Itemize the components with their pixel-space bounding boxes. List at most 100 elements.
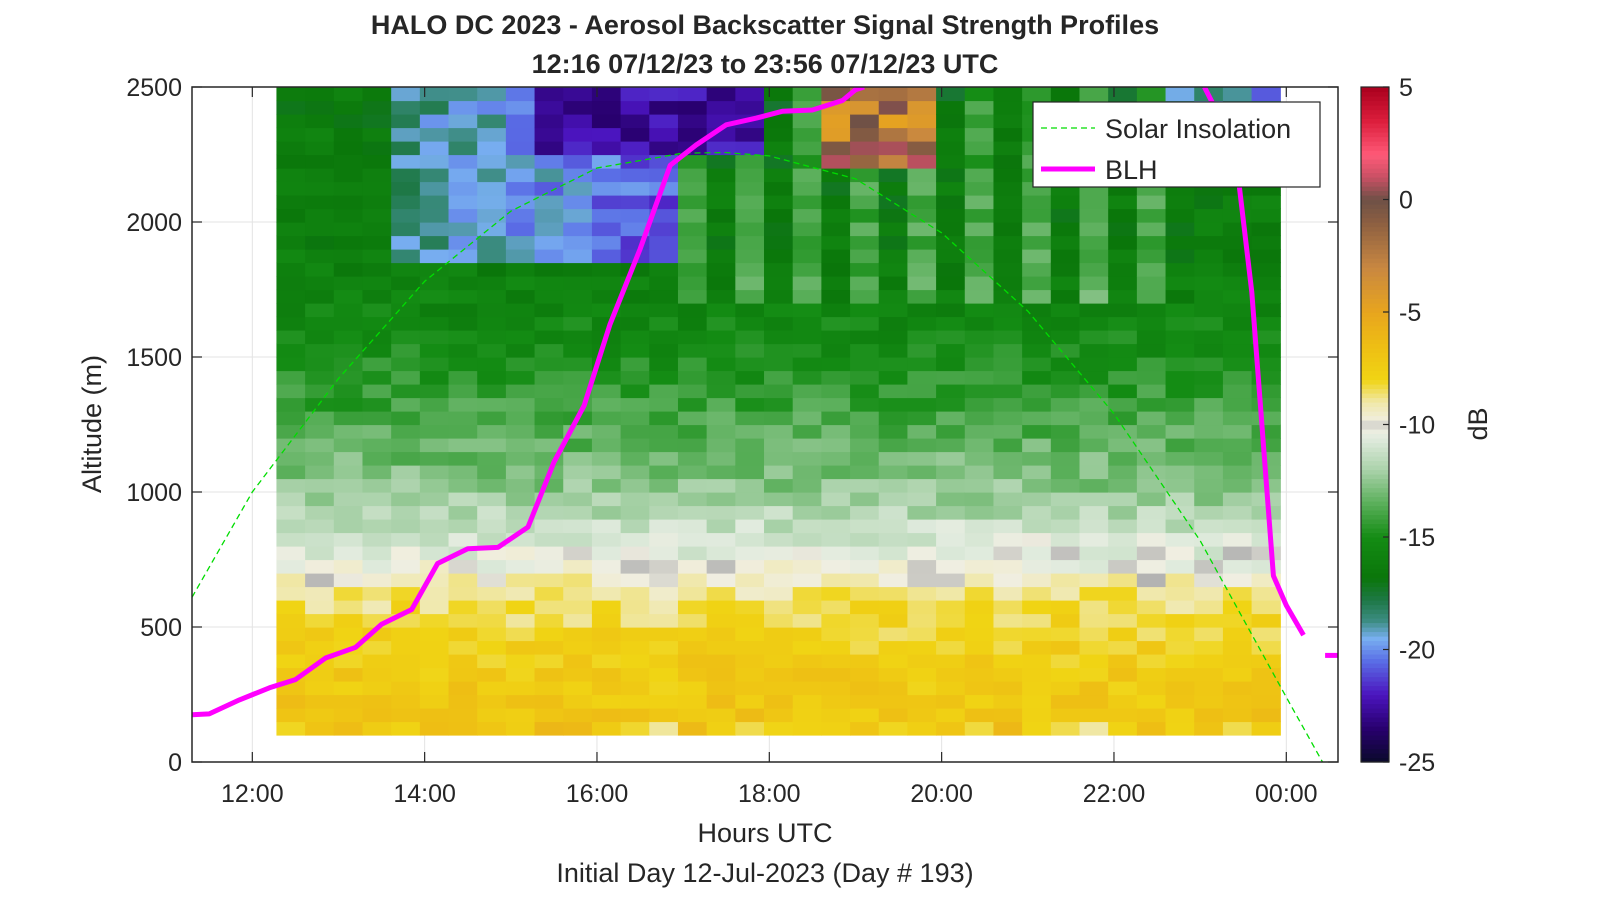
heatmap-cell — [563, 600, 593, 615]
heatmap-cell — [534, 87, 564, 102]
heatmap-cell — [276, 451, 306, 466]
heatmap-cell — [792, 627, 822, 642]
heatmap-cell — [591, 235, 622, 250]
heatmap-cell — [649, 100, 679, 115]
heatmap-cell — [936, 667, 966, 682]
heatmap-cell — [563, 181, 593, 196]
heatmap-cell — [1079, 438, 1109, 453]
heatmap-cell — [1222, 465, 1253, 480]
heatmap-cell — [878, 303, 909, 318]
heatmap-cell — [677, 181, 708, 196]
heatmap-cell — [419, 478, 450, 493]
heatmap-cell — [677, 478, 708, 493]
heatmap-cell — [964, 100, 995, 115]
heatmap-cell — [333, 249, 364, 264]
heatmap-cell — [620, 478, 650, 493]
heatmap-cell — [878, 330, 909, 345]
heatmap-cell — [792, 235, 822, 250]
heatmap-cell — [591, 667, 622, 682]
heatmap-cell — [1251, 249, 1281, 264]
heatmap-cell — [735, 586, 765, 601]
heatmap-cell — [563, 721, 593, 736]
heatmap-cell — [1022, 532, 1052, 547]
heatmap-cell — [1050, 721, 1081, 736]
colorbar-segment — [1361, 483, 1389, 489]
heatmap-cell — [534, 168, 564, 183]
heatmap-cell — [993, 154, 1023, 169]
heatmap-cell — [505, 384, 536, 399]
heatmap-cell — [1022, 438, 1052, 453]
heatmap-cell — [1165, 330, 1195, 345]
heatmap-cell — [821, 492, 851, 507]
heatmap-cell — [305, 208, 335, 223]
heatmap-cell — [907, 667, 937, 682]
colorbar-segment — [1361, 469, 1389, 475]
heatmap-cell — [936, 235, 966, 250]
heatmap-cell — [821, 411, 851, 426]
heatmap-cell — [620, 573, 650, 588]
heatmap-cell — [620, 370, 650, 385]
heatmap-cell — [1022, 586, 1052, 601]
heatmap-cell — [362, 667, 392, 682]
heatmap-cell — [563, 87, 593, 102]
heatmap-cell — [391, 397, 421, 412]
heatmap-cell — [563, 546, 593, 561]
colorbar-segment — [1361, 568, 1389, 574]
heatmap-cell — [333, 465, 364, 480]
heatmap-cell — [792, 519, 822, 534]
heatmap-cell — [1136, 505, 1167, 520]
heatmap-cell — [362, 559, 392, 574]
colorbar-segment — [1361, 244, 1389, 250]
heatmap-cell — [1108, 694, 1138, 709]
heatmap-cell — [1222, 573, 1253, 588]
heatmap-cell — [936, 708, 966, 723]
heatmap-cell — [677, 424, 708, 439]
heatmap-cell — [391, 411, 421, 426]
heatmap-cell — [1050, 559, 1081, 574]
heatmap-cell — [505, 613, 536, 628]
heatmap-cell — [850, 235, 880, 250]
x-axis-label: Hours UTC — [697, 818, 832, 848]
colorbar-segment — [1361, 622, 1389, 628]
heatmap-cell — [1108, 667, 1138, 682]
heatmap-cell — [391, 465, 421, 480]
heatmap-cell — [964, 667, 995, 682]
heatmap-cell — [1165, 316, 1195, 331]
heatmap-cell — [419, 451, 450, 466]
heatmap-cell — [333, 357, 364, 372]
colorbar-segment — [1361, 663, 1389, 669]
heatmap-cell — [591, 654, 622, 669]
heatmap-cell — [677, 276, 708, 291]
heatmap-cell — [735, 559, 765, 574]
heatmap-cell — [1050, 384, 1081, 399]
heatmap-cell — [591, 411, 622, 426]
heatmap-cell — [735, 316, 765, 331]
colorbar-segment — [1361, 496, 1389, 502]
legend-box — [1032, 101, 1321, 188]
heatmap-cell — [563, 708, 593, 723]
heatmap-cell — [850, 492, 880, 507]
heatmap-cell — [735, 276, 765, 291]
heatmap-cell — [706, 411, 736, 426]
heatmap-cell — [993, 451, 1023, 466]
heatmap-cell — [1136, 694, 1167, 709]
heatmap-cell — [620, 397, 650, 412]
heatmap-cell — [391, 370, 421, 385]
heatmap-cell — [1222, 397, 1253, 412]
heatmap-cell — [821, 289, 851, 304]
heatmap-cell — [362, 168, 392, 183]
heatmap-cell — [1108, 397, 1138, 412]
heatmap-cell — [1050, 316, 1081, 331]
heatmap-cell — [1222, 370, 1253, 385]
heatmap-cell — [936, 586, 966, 601]
heatmap-cell — [1022, 600, 1052, 615]
heatmap-cell — [735, 87, 765, 102]
heatmap-cell — [821, 654, 851, 669]
heatmap-cell — [649, 667, 679, 682]
heatmap-cell — [305, 114, 335, 129]
heatmap-cell — [1136, 586, 1167, 601]
heatmap-cell — [936, 384, 966, 399]
heatmap-cell — [1136, 600, 1167, 615]
heatmap-cell — [534, 681, 564, 696]
heatmap-cell — [1079, 627, 1109, 642]
